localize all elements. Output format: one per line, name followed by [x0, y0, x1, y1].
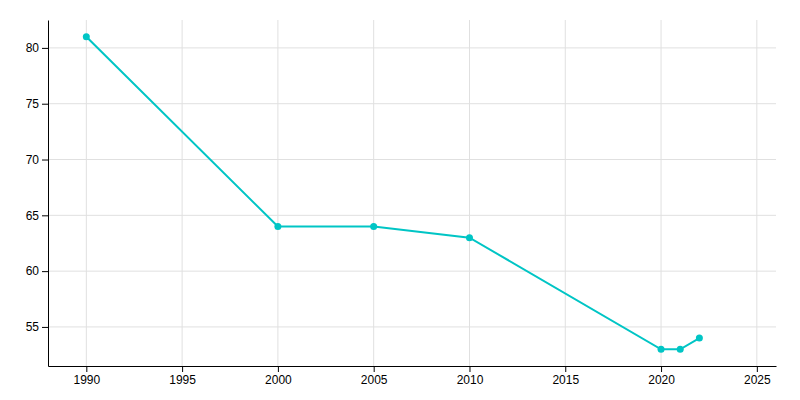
tick-mark [374, 366, 375, 372]
line [86, 37, 699, 350]
grid-line-x [661, 20, 662, 366]
grid-line-x [277, 20, 278, 366]
tick-mark [42, 215, 48, 216]
grid-line-x [373, 20, 374, 366]
chart: 1990 1995 2000 2005 2010 2015 2020 2025 55 60 65 70… [0, 0, 800, 400]
tick-mark [42, 104, 48, 105]
tick-label: 2015 [552, 373, 579, 387]
tick-label: 60 [26, 264, 40, 278]
tick: 55 [26, 320, 48, 334]
x-axis: 1990 1995 2000 2005 2010 2015 2020 2025 [49, 366, 777, 387]
tick: 2025 [744, 366, 771, 387]
grid-line-x [565, 20, 566, 366]
tick-label: 2000 [265, 373, 292, 387]
tick: 2005 [361, 366, 388, 387]
tick-mark [565, 366, 566, 372]
tick-label: 1990 [73, 373, 100, 387]
axis-line [48, 21, 49, 367]
tick: 1990 [73, 366, 100, 387]
point [677, 346, 684, 353]
tick: 2020 [648, 366, 675, 387]
plot: 1990 1995 2000 2005 2010 2015 2020 2025 55 60 65 70… [26, 20, 777, 387]
grid-line-y [48, 103, 776, 104]
marks [83, 33, 703, 353]
tick: 2000 [265, 366, 292, 387]
point [370, 223, 377, 230]
point [83, 33, 90, 40]
point [696, 335, 703, 342]
grid-line-y [48, 326, 776, 327]
grid-line-y [48, 215, 776, 216]
tick: 2010 [457, 366, 484, 387]
tick-label: 2005 [361, 373, 388, 387]
tick-mark [182, 366, 183, 372]
tick-mark [469, 366, 470, 372]
tick: 1995 [169, 366, 196, 387]
tick-label: 55 [26, 320, 40, 334]
grid-line-x [469, 20, 470, 366]
tick: 2015 [552, 366, 579, 387]
grid-line-y [48, 271, 776, 272]
tick-label: 75 [26, 97, 40, 111]
tick-label: 2025 [744, 373, 771, 387]
tick-mark [757, 366, 758, 372]
tick-mark [42, 271, 48, 272]
tick-label: 65 [26, 209, 40, 223]
tick: 70 [26, 153, 48, 167]
tick: 65 [26, 209, 48, 223]
tick-label: 2020 [648, 373, 675, 387]
grid-line-y [48, 47, 776, 48]
tick-label: 70 [26, 153, 40, 167]
point [466, 234, 473, 241]
tick-mark [42, 160, 48, 161]
axis-line [49, 366, 777, 367]
y-axis: 55 60 65 70 75 80 [26, 21, 49, 367]
tick-label: 1995 [169, 373, 196, 387]
tick-mark [661, 366, 662, 372]
grid [48, 20, 776, 366]
tick-label: 2010 [457, 373, 484, 387]
point [658, 346, 665, 353]
tick: 80 [26, 41, 48, 55]
tick-mark [42, 327, 48, 328]
tick-label: 80 [26, 41, 40, 55]
tick-mark [42, 48, 48, 49]
grid-line-y [48, 159, 776, 160]
tick-mark [86, 366, 87, 372]
grid-line-x [86, 20, 87, 366]
tick: 75 [26, 97, 48, 111]
point [274, 223, 281, 230]
tick-mark [278, 366, 279, 372]
grid-line-x [756, 20, 757, 366]
grid-line-x [182, 20, 183, 366]
tick: 60 [26, 264, 48, 278]
